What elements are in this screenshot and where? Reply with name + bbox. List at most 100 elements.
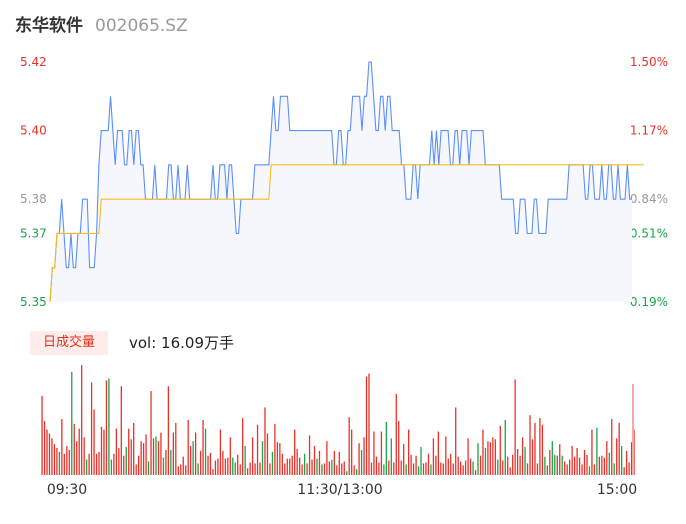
volume-bar: [130, 439, 132, 475]
volume-bar: [128, 428, 130, 475]
volume-bar: [133, 422, 135, 475]
volume-bar: [199, 450, 202, 475]
volume-bar: [564, 461, 566, 475]
volume-bar: [479, 455, 482, 475]
volume-bar: [576, 447, 578, 475]
volume-bar: [150, 391, 152, 475]
volume-bar: [147, 461, 150, 475]
volume-bar: [353, 465, 355, 475]
volume-bar: [207, 455, 209, 475]
volume-bar: [165, 449, 167, 475]
volume-bar: [388, 460, 390, 475]
volume-bar: [442, 463, 444, 475]
volume-bar: [544, 456, 546, 475]
volume-bar: [368, 373, 370, 475]
volume-bar: [398, 420, 400, 475]
volume-bar: [561, 455, 563, 475]
volume-bar: [167, 386, 170, 475]
volume-bar: [276, 442, 279, 475]
volume-bar: [346, 471, 348, 475]
volume-bar: [95, 453, 98, 475]
volume-bar: [410, 454, 412, 475]
volume-total: vol: 16.09万手: [129, 334, 234, 352]
y-left-tick: 5.38: [20, 192, 47, 206]
volume-bar: [497, 459, 499, 475]
volume-bar: [472, 461, 474, 475]
volume-bar: [457, 456, 459, 475]
volume-bar: [581, 464, 583, 475]
volume-bar: [484, 447, 487, 475]
volume-bar: [487, 441, 489, 475]
volume-bar: [204, 428, 207, 475]
volume-bar: [135, 464, 137, 475]
y-right-tick: 1.50%: [630, 55, 668, 69]
volume-bar: [606, 441, 608, 475]
volume-bar: [427, 453, 430, 475]
volume-bar: [177, 466, 179, 475]
volume-bar: [616, 438, 618, 475]
volume-bar: [551, 441, 553, 475]
volume-bar: [395, 393, 397, 475]
volume-bar: [140, 441, 142, 475]
volume-bar: [103, 429, 105, 475]
volume-bar: [61, 419, 63, 475]
volume-bar: [566, 464, 568, 475]
volume-bar: [621, 446, 623, 475]
volume-bar: [625, 450, 628, 475]
volume-bar: [425, 462, 427, 475]
y-left-tick: 5.40: [20, 124, 47, 138]
volume-bar: [338, 451, 340, 475]
volume-bar: [120, 386, 122, 475]
volume-bar: [554, 454, 556, 475]
volume-bar: [160, 432, 162, 475]
volume-bar: [138, 455, 140, 475]
volume-bar: [299, 457, 301, 475]
volume-bar: [420, 447, 422, 475]
volume-bar: [259, 462, 261, 475]
volume-bar: [393, 462, 395, 475]
volume-badge[interactable]: 日成交量: [30, 331, 108, 355]
volume-bar: [464, 460, 467, 475]
page-title: 东华软件 002065.SZ: [15, 14, 188, 38]
volume-bar: [591, 429, 593, 475]
volume-bar: [529, 415, 531, 475]
volume-bar: [385, 421, 387, 475]
volume-bar: [326, 441, 328, 475]
volume-bar: [355, 469, 358, 475]
volume-bar: [162, 457, 165, 475]
volume-bar: [123, 455, 125, 475]
volume-bar: [296, 448, 298, 475]
volume-bar: [172, 432, 174, 475]
x-tick: 09:30: [47, 482, 87, 498]
volume-bar: [341, 463, 343, 475]
volume-bar: [311, 459, 313, 475]
volume-bar: [53, 444, 56, 475]
volume-bar: [531, 439, 534, 475]
volume-bar: [526, 463, 529, 475]
x-tick: 15:00: [597, 482, 637, 498]
volume-bar: [494, 439, 496, 475]
volume-bar: [93, 409, 95, 475]
volume-bar: [222, 450, 224, 475]
volume-bar: [360, 449, 363, 475]
volume-bar: [306, 463, 308, 475]
volume-bar: [254, 463, 256, 475]
volume-bar: [390, 438, 392, 475]
volume-bar: [321, 464, 323, 475]
volume-bar: [66, 446, 68, 475]
volume-bar: [202, 420, 204, 475]
volume-bar: [521, 437, 524, 475]
volume-bar: [266, 433, 269, 475]
volume-bar: [435, 455, 437, 475]
volume-bar: [633, 429, 635, 475]
stock-code: 002065.SZ: [95, 16, 188, 36]
volume-bar: [269, 463, 271, 475]
volume-bar: [237, 454, 239, 475]
volume-bar: [618, 422, 620, 475]
volume-bar: [539, 418, 541, 475]
volume-bar: [217, 458, 219, 475]
volume-bar: [549, 449, 551, 475]
volume-bar: [407, 429, 410, 475]
volume-bar: [351, 429, 353, 475]
volume-bar: [194, 432, 197, 475]
